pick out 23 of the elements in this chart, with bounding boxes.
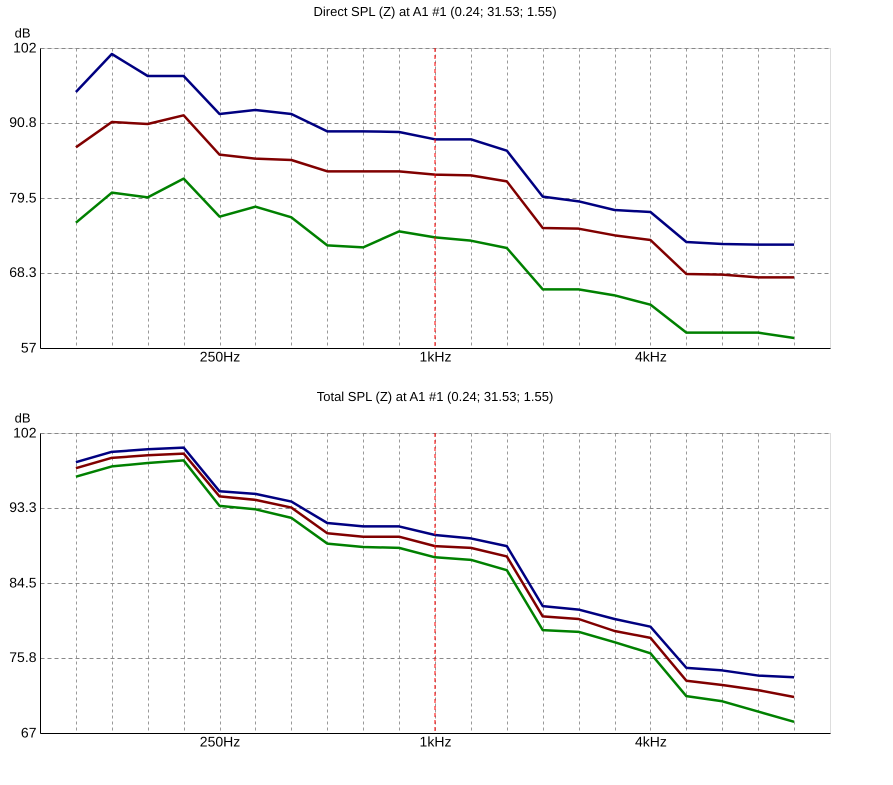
y-tick-label: 102 [13, 424, 37, 440]
line-series [74, 177, 796, 340]
y-tick-label: 93.3 [9, 499, 37, 516]
y-axis-title: dB [14, 410, 30, 426]
y-tick-label: 67 [20, 724, 37, 740]
chart-title: Total SPL (Z) at A1 #1 (0.24; 31.53; 1.55) [316, 389, 554, 404]
chart-title: Direct SPL (Z) at A1 #1 (0.24; 31.53; 1.55) [313, 4, 557, 19]
x-tick-label: 250Hz [200, 348, 240, 364]
x-tick-label: 250Hz [200, 734, 240, 750]
x-tick-label: 1kHz [420, 734, 452, 750]
y-tick-label: 68.3 [9, 264, 37, 280]
y-axis-title: dB [14, 26, 30, 40]
y-tick-label: 84.5 [9, 574, 37, 590]
y-tick-label: 75.8 [9, 649, 37, 666]
line-series [74, 114, 796, 279]
line-series [74, 52, 796, 246]
y-tick-label: 90.8 [9, 114, 37, 130]
y-tick-label: 79.5 [9, 190, 37, 206]
x-tick-label: 4kHz [635, 348, 667, 364]
x-tick-label: 1kHz [420, 348, 452, 364]
y-tick-label: 102 [13, 40, 37, 56]
x-tick-label: 4kHz [635, 734, 667, 750]
y-tick-label: 57 [20, 340, 37, 356]
